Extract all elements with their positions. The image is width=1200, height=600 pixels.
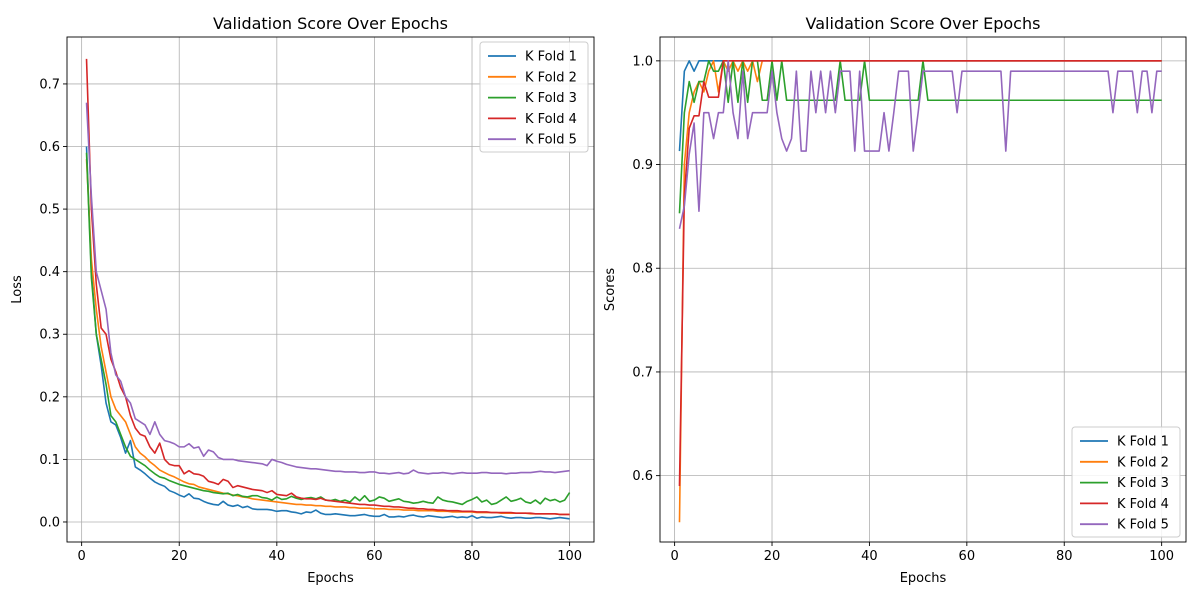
y-tick-label: 0.1 [39, 453, 60, 468]
x-tick-label: 20 [171, 549, 188, 564]
loss-chart-panel: 0 20 40 60 80 100 0.0 0.1 0.2 0.3 0.4 0.5 0.6 0.7 Vali… [10, 14, 595, 586]
legend: K Fold 1 K Fold 2 K Fold 3 K Fold 4 K Fold 5 [479, 41, 589, 153]
y-tick-label: 0.4 [39, 265, 60, 280]
x-tick-label: 60 [366, 549, 383, 564]
y-tick-label: 0.2 [39, 390, 60, 405]
x-tick-label: 100 [557, 549, 582, 564]
x-tick-label: 0 [77, 549, 85, 564]
x-tick-label: 40 [861, 549, 878, 564]
y-axis-label: Loss [10, 275, 25, 304]
series-line-3 [85, 152, 571, 506]
legend-box [479, 41, 589, 153]
legend-label: K Fold 5 [525, 133, 577, 148]
y-tick-label: 0.8 [632, 262, 653, 277]
x-tick-label: 40 [269, 549, 286, 564]
x-tick-label: 80 [1056, 549, 1073, 564]
series-line-4 [85, 58, 570, 516]
series-line-1 [85, 146, 570, 520]
y-axis-label: Scores [603, 268, 618, 311]
y-tick-label: 0.6 [632, 469, 653, 484]
x-axis-label: Epochs [307, 571, 354, 586]
legend-label: K Fold 2 [1117, 455, 1169, 470]
y-tick-label: 0.7 [632, 365, 653, 380]
y-tick-label: 0.6 [39, 140, 60, 155]
x-tick-label: 0 [670, 549, 678, 564]
x-tick-label: 60 [959, 549, 976, 564]
series-line-3 [678, 60, 1162, 214]
legend-label: K Fold 3 [1117, 476, 1169, 491]
plot-frame [66, 36, 595, 543]
legend-label: K Fold 3 [525, 91, 577, 106]
legend: K Fold 1 K Fold 2 K Fold 3 K Fold 4 K Fold 5 [1071, 426, 1181, 538]
legend-label: K Fold 1 [525, 50, 577, 65]
series-line-4 [678, 60, 1162, 487]
score-chart-panel: 0 20 40 60 80 100 0.6 0.7 0.8 0.9 1.0 Validation Sc… [603, 14, 1187, 586]
legend-label: K Fold 5 [1117, 518, 1169, 533]
y-tick-label: 0.7 [39, 77, 60, 92]
chart-title: Validation Score Over Epochs [806, 14, 1041, 33]
y-tick-label: 0.5 [39, 203, 60, 218]
y-tick-label: 0.0 [39, 515, 60, 530]
chart-title: Validation Score Over Epochs [213, 14, 448, 33]
plot-frame [659, 36, 1187, 543]
x-tick-label: 100 [1149, 549, 1174, 564]
y-tick-label: 1.0 [632, 54, 653, 69]
y-tick-label: 0.9 [632, 158, 653, 173]
legend-box [1071, 426, 1181, 538]
x-tick-label: 80 [464, 549, 481, 564]
legend-label: K Fold 1 [1117, 435, 1169, 450]
series-line-5 [678, 60, 1162, 230]
series-line-5 [85, 102, 570, 475]
legend-label: K Fold 4 [1117, 497, 1169, 512]
legend-label: K Fold 2 [525, 70, 577, 85]
x-tick-label: 20 [764, 549, 781, 564]
y-tick-label: 0.3 [39, 328, 60, 343]
x-axis-label: Epochs [900, 571, 947, 586]
series-line-2 [85, 158, 570, 516]
legend-label: K Fold 4 [525, 112, 577, 127]
